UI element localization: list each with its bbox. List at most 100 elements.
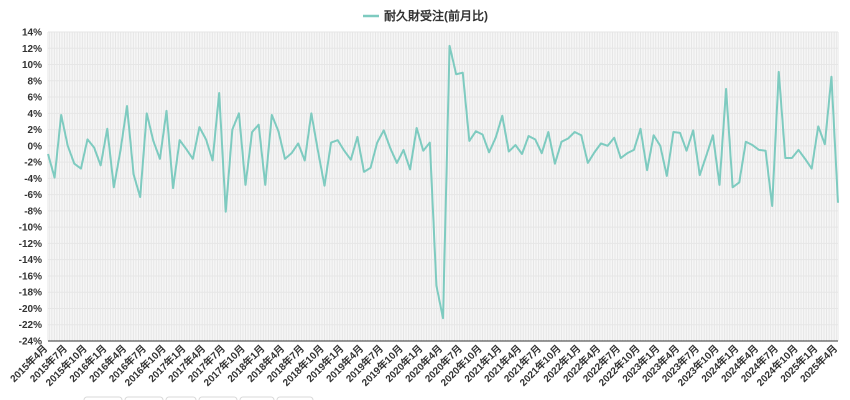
data-point[interactable] [124,103,130,109]
control-button-1[interactable] [83,396,123,400]
data-point[interactable] [183,146,189,152]
control-button-6[interactable] [276,396,314,400]
data-point[interactable] [104,126,110,132]
data-point[interactable] [730,184,736,190]
data-point[interactable] [506,149,512,155]
data-point[interactable] [585,160,591,166]
data-point[interactable] [52,175,58,181]
data-point[interactable] [763,148,769,154]
data-point[interactable] [91,144,97,150]
data-point[interactable] [269,112,275,118]
data-point[interactable] [697,172,703,178]
data-point[interactable] [519,151,525,157]
data-point[interactable] [664,173,670,179]
data-point[interactable] [743,139,749,145]
data-point[interactable] [368,165,374,171]
data-point[interactable] [828,74,834,80]
control-button-4[interactable] [198,396,238,400]
data-point[interactable] [598,140,604,146]
data-point[interactable] [131,171,137,177]
data-point[interactable] [137,194,143,200]
control-button-5[interactable] [239,396,275,400]
data-point[interactable] [190,156,196,162]
data-point[interactable] [447,43,453,49]
data-point[interactable] [275,128,281,134]
data-point[interactable] [210,157,216,163]
data-point[interactable] [756,147,762,153]
data-point[interactable] [552,161,558,167]
data-point[interactable] [335,137,341,143]
data-point[interactable] [466,138,472,144]
data-point[interactable] [809,166,815,172]
data-point[interactable] [605,143,611,149]
data-point[interactable] [243,182,249,188]
data-point[interactable] [703,153,709,159]
data-point[interactable] [295,140,301,146]
data-point[interactable] [308,110,314,116]
data-point[interactable] [690,127,696,133]
data-point[interactable] [591,149,597,155]
data-point[interactable] [374,140,380,146]
data-point[interactable] [453,71,459,77]
data-point[interactable] [796,147,802,153]
data-point[interactable] [328,140,334,146]
data-point[interactable] [387,145,393,151]
data-point[interactable] [65,143,71,149]
data-point[interactable] [769,203,775,209]
data-point[interactable] [164,108,170,114]
data-point[interactable] [611,135,617,141]
legend[interactable]: 耐久財受注(前月比) [363,8,488,23]
data-point[interactable] [150,138,156,144]
data-point[interactable] [677,130,683,136]
data-point[interactable] [144,110,150,116]
data-point[interactable] [302,157,308,163]
data-point[interactable] [526,133,532,139]
data-point[interactable] [85,136,91,142]
data-point[interactable] [361,169,367,175]
data-point[interactable] [835,200,841,206]
data-point[interactable] [256,122,262,128]
control-button-3[interactable] [165,396,197,400]
data-point[interactable] [512,142,518,148]
data-point[interactable] [420,148,426,154]
data-point[interactable] [539,150,545,156]
data-point[interactable] [78,166,84,172]
data-point[interactable] [499,113,505,119]
data-point[interactable] [644,167,650,173]
data-point[interactable] [427,140,433,146]
data-point[interactable] [216,90,222,96]
data-point[interactable] [322,183,328,189]
data-point[interactable] [638,126,644,132]
data-point[interactable] [223,209,229,215]
data-point[interactable] [262,182,268,188]
data-point[interactable] [249,129,255,135]
data-point[interactable] [58,112,64,118]
data-point[interactable] [354,134,360,140]
data-point[interactable] [157,156,163,162]
data-point[interactable] [572,129,578,135]
data-point[interactable] [289,150,295,156]
data-point[interactable] [414,125,420,131]
data-point[interactable] [684,148,690,154]
data-point[interactable] [486,149,492,155]
data-point[interactable] [776,69,782,75]
data-point[interactable] [578,132,584,138]
data-point[interactable] [401,147,407,153]
data-point[interactable] [229,127,235,133]
data-point[interactable] [802,156,808,162]
data-point[interactable] [749,142,755,148]
data-point[interactable] [723,86,729,92]
data-point[interactable] [631,147,637,153]
data-point[interactable] [177,137,183,143]
data-point[interactable] [315,148,321,154]
data-point[interactable] [493,135,499,141]
data-point[interactable] [98,162,104,168]
data-point[interactable] [381,127,387,133]
data-point[interactable] [559,139,565,145]
data-point[interactable] [433,283,439,289]
series-line[interactable] [47,44,839,320]
data-point[interactable] [203,136,209,142]
data-point[interactable] [236,110,242,116]
data-point[interactable] [565,136,571,142]
data-point[interactable] [545,129,551,135]
